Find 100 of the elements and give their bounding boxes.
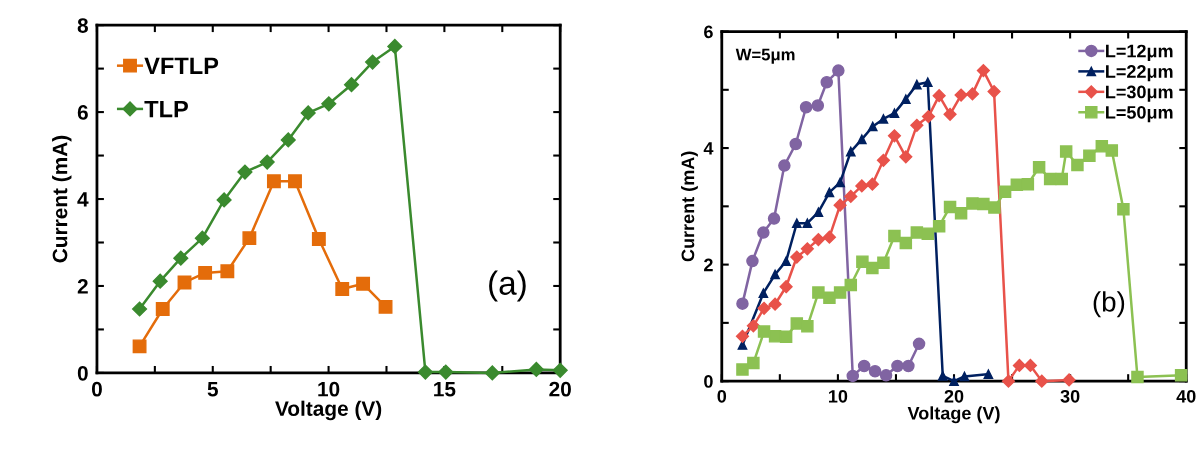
point: [758, 288, 769, 299]
annotation: (a): [489, 270, 526, 302]
point: [800, 242, 814, 256]
point: [1071, 158, 1084, 172]
point: [856, 134, 867, 145]
point: [844, 189, 858, 204]
point: [822, 230, 837, 244]
point: [910, 118, 924, 132]
point: [1062, 373, 1076, 387]
point: [1012, 358, 1026, 372]
x-tick-label: 10: [829, 389, 848, 403]
point: [959, 371, 970, 382]
point: [356, 276, 371, 291]
point: [845, 146, 856, 157]
point: [778, 159, 791, 172]
point: [878, 114, 889, 124]
point: [746, 319, 760, 333]
y-tick-label: 4: [703, 142, 714, 155]
point: [1131, 370, 1144, 384]
x-tick-label: 20: [549, 381, 571, 397]
point: [900, 94, 911, 104]
point: [747, 356, 760, 370]
point: [866, 261, 879, 275]
point: [266, 174, 281, 189]
point: [417, 364, 433, 380]
point: [921, 227, 935, 240]
point: [757, 325, 771, 338]
point: [757, 301, 771, 315]
legend-label: L=12μm: [1106, 44, 1173, 61]
point: [790, 250, 804, 264]
point: [846, 369, 860, 383]
point: [812, 286, 825, 299]
point: [876, 153, 891, 167]
x-axis-title: Voltage (V): [907, 406, 1000, 424]
point: [833, 286, 847, 299]
point: [998, 185, 1012, 199]
y-tick-label: 4: [77, 192, 89, 207]
point: [343, 77, 360, 93]
point: [1095, 140, 1109, 153]
point: [811, 99, 825, 112]
point: [921, 110, 936, 124]
point: [820, 75, 834, 89]
point: [194, 230, 210, 246]
point: [879, 369, 893, 382]
point: [987, 84, 1001, 99]
y-tick-label: 6: [704, 25, 713, 39]
y-axis-title: Current (mA): [52, 135, 72, 263]
point: [889, 108, 900, 118]
point: [1055, 172, 1069, 186]
point: [832, 64, 845, 77]
point: [335, 282, 350, 296]
point: [757, 226, 770, 239]
point: [910, 226, 924, 239]
point: [912, 337, 926, 351]
point: [1023, 358, 1037, 372]
point: [736, 363, 749, 376]
point: [865, 177, 879, 191]
x-tick-label: 40: [1176, 389, 1196, 403]
point: [767, 212, 781, 225]
point: [943, 107, 957, 121]
point: [1117, 202, 1130, 216]
x-tick-label: 10: [318, 381, 340, 397]
point: [768, 297, 782, 311]
point: [856, 255, 869, 268]
point: [966, 197, 979, 210]
y-tick-label: 6: [77, 105, 88, 120]
point: [954, 207, 968, 220]
point: [768, 330, 782, 343]
point: [735, 329, 750, 343]
x-tick-label: 30: [1060, 389, 1080, 403]
point: [911, 79, 922, 90]
point: [365, 54, 381, 70]
point: [736, 297, 749, 310]
point: [552, 362, 568, 378]
point: [802, 218, 813, 229]
y-tick-label: 2: [77, 278, 88, 294]
point: [242, 231, 257, 246]
point: [983, 369, 994, 380]
point: [321, 96, 337, 112]
point: [484, 365, 500, 381]
point: [899, 236, 913, 250]
point: [216, 192, 232, 208]
y-tick-label: 0: [77, 365, 88, 381]
point: [1174, 369, 1188, 382]
x-tick-label: 15: [434, 382, 456, 397]
legend-label: L=22μm: [1106, 65, 1173, 82]
point: [781, 256, 791, 266]
x-tick-label: 20: [944, 389, 964, 403]
point: [288, 174, 302, 189]
point: [1105, 144, 1119, 157]
point: [132, 339, 147, 354]
point: [1043, 172, 1057, 186]
point: [378, 299, 393, 314]
point: [932, 89, 946, 103]
point: [977, 197, 990, 211]
point: [387, 38, 403, 55]
point: [779, 330, 793, 344]
point: [1032, 161, 1046, 174]
y-tick-label: 8: [77, 18, 88, 33]
point: [791, 218, 802, 229]
